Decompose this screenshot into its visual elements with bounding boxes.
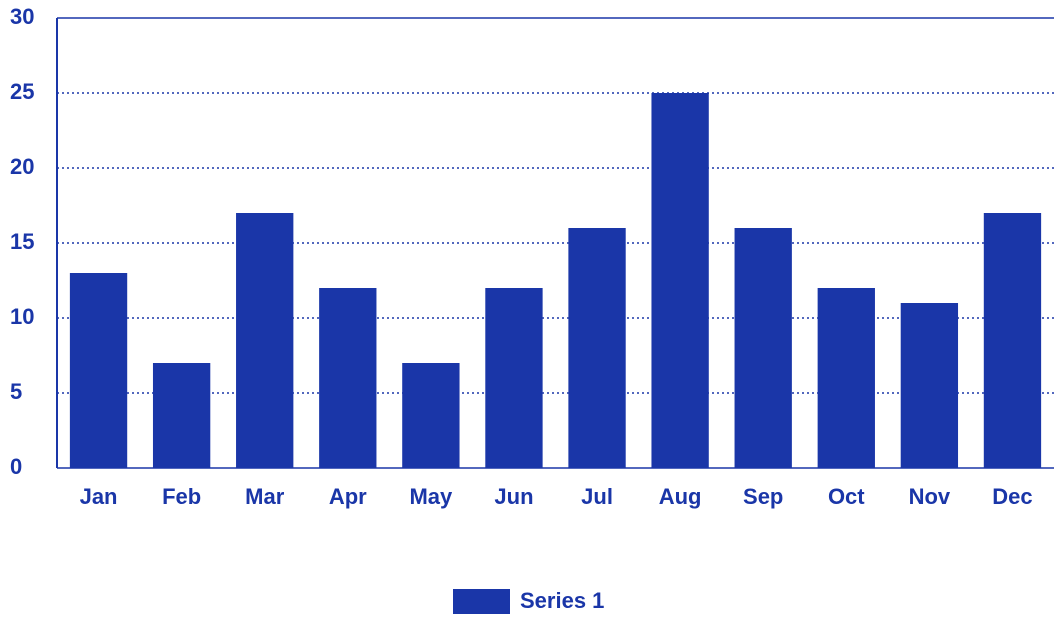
x-tick-label: Oct [828, 484, 865, 509]
y-tick-label: 5 [10, 379, 22, 404]
bar [236, 213, 294, 468]
bar [900, 303, 959, 468]
y-tick-label: 10 [10, 304, 34, 329]
x-tick-label: Sep [743, 484, 783, 509]
x-tick-label: Jun [494, 484, 533, 509]
x-tick-label: Apr [329, 484, 367, 509]
bar [734, 228, 792, 468]
x-tick-label: Mar [245, 484, 285, 509]
x-tick-label: Jan [80, 484, 118, 509]
bar [319, 288, 377, 468]
legend-label: Series 1 [520, 588, 604, 613]
bar [485, 288, 543, 468]
x-tick-label: Nov [909, 484, 951, 509]
y-tick-label: 30 [10, 4, 34, 29]
y-tick-label: 15 [10, 229, 34, 254]
bar [817, 288, 875, 468]
y-tick-label: 0 [10, 454, 22, 479]
x-tick-label: Aug [659, 484, 702, 509]
bar [152, 363, 211, 468]
x-tick-label: Dec [992, 484, 1032, 509]
bar [983, 213, 1042, 468]
y-tick-label: 25 [10, 79, 34, 104]
x-tick-label: Jul [581, 484, 613, 509]
y-tick-label: 20 [10, 154, 34, 179]
bar [651, 93, 709, 468]
bar [69, 273, 128, 468]
x-tick-label: Feb [162, 484, 201, 509]
legend-swatch [453, 589, 510, 614]
bar [402, 363, 460, 468]
bar [568, 228, 626, 468]
x-tick-label: May [409, 484, 453, 509]
